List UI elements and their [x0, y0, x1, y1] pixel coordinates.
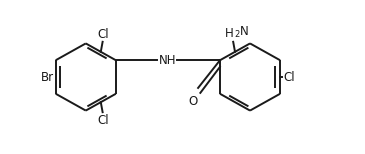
- Text: Br: Br: [41, 71, 54, 83]
- Text: Cl: Cl: [97, 114, 109, 127]
- Text: NH: NH: [159, 54, 177, 67]
- Text: Cl: Cl: [97, 28, 109, 41]
- Text: $_2$N: $_2$N: [234, 25, 249, 40]
- Text: O: O: [188, 95, 197, 108]
- Text: H: H: [225, 27, 234, 40]
- Text: Cl: Cl: [283, 71, 295, 83]
